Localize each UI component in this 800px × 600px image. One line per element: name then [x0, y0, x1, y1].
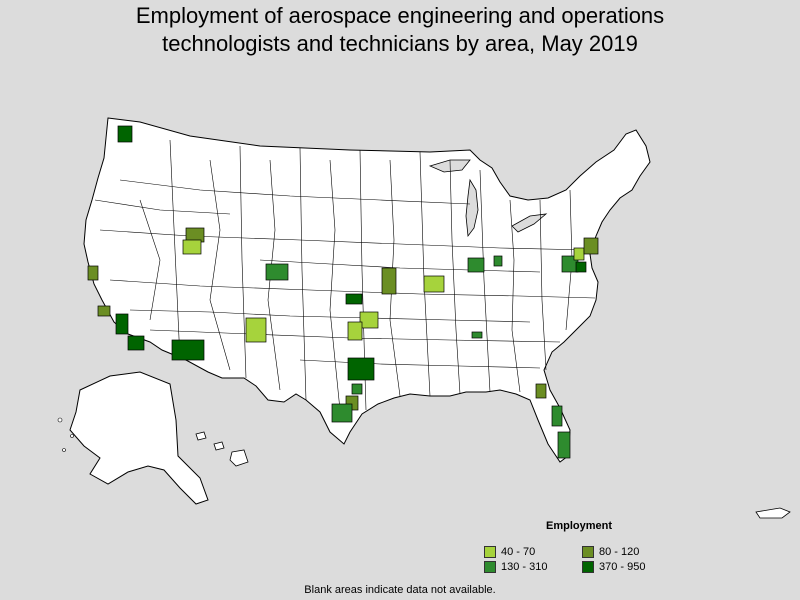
legend-title: Employment — [545, 520, 612, 532]
area-maryland-2 — [573, 247, 585, 261]
legend-swatch-370-950 — [582, 561, 594, 573]
title-line-2: technologists and technicians by area, M… — [162, 31, 638, 56]
area-san-antonio — [331, 403, 353, 423]
area-kansas-1 — [345, 293, 363, 305]
puerto-rico — [755, 507, 791, 519]
area-seattle — [117, 125, 133, 143]
area-texas-central — [351, 383, 363, 395]
legend-label: 40 - 70 — [501, 546, 536, 558]
area-california-central — [97, 305, 111, 317]
hawaii — [195, 431, 249, 467]
area-illinois — [467, 257, 485, 273]
area-central-florida — [551, 405, 563, 427]
legend-label: 130 - 310 — [501, 561, 548, 573]
contiguous-us — [83, 117, 651, 463]
area-sacramento — [87, 265, 99, 281]
legend-item: 40 - 70 — [484, 546, 582, 558]
legend-item: 130 - 310 — [484, 561, 582, 573]
aleutian-islands — [57, 417, 74, 452]
legend-swatch-40-70 — [484, 546, 496, 558]
alaska — [69, 371, 209, 505]
area-tennessee — [471, 331, 483, 339]
area-salt-lake — [182, 239, 202, 255]
employment-areas — [87, 125, 599, 459]
legend-item: 370 - 950 — [582, 561, 680, 573]
legend-items: 40 - 70 80 - 120 130 - 310 370 - 950 — [484, 546, 684, 573]
legend-item: 80 - 120 — [582, 546, 680, 558]
area-phoenix — [171, 339, 205, 361]
area-los-angeles — [115, 313, 129, 335]
legend-swatch-80-120 — [582, 546, 594, 558]
area-north-florida — [535, 383, 547, 399]
title-line-1: Employment of aerospace engineering and … — [135, 3, 665, 28]
legend-label: 80 - 120 — [599, 546, 640, 558]
area-indiana — [493, 255, 503, 267]
map-title: Employment of aerospace engineering and … — [0, 2, 800, 58]
area-oklahoma-2 — [347, 321, 363, 341]
area-oklahoma-1 — [359, 311, 379, 329]
area-dallas — [347, 357, 375, 381]
area-new-mexico — [245, 317, 267, 343]
area-san-diego — [127, 335, 145, 351]
area-virginia — [575, 261, 587, 273]
area-pennsylvania — [583, 237, 599, 255]
legend: Employment 40 - 70 80 - 120 130 - 310 37… — [484, 520, 684, 573]
area-south-florida — [557, 431, 571, 459]
lake-erie — [511, 213, 548, 233]
legend-label: 370 - 950 — [599, 561, 646, 573]
area-colorado — [265, 263, 289, 281]
area-missouri — [423, 275, 445, 293]
lake-michigan — [465, 178, 479, 238]
legend-swatch-130-310 — [484, 561, 496, 573]
area-kansas-2 — [381, 267, 397, 295]
footnote: Blank areas indicate data not available. — [304, 584, 496, 596]
